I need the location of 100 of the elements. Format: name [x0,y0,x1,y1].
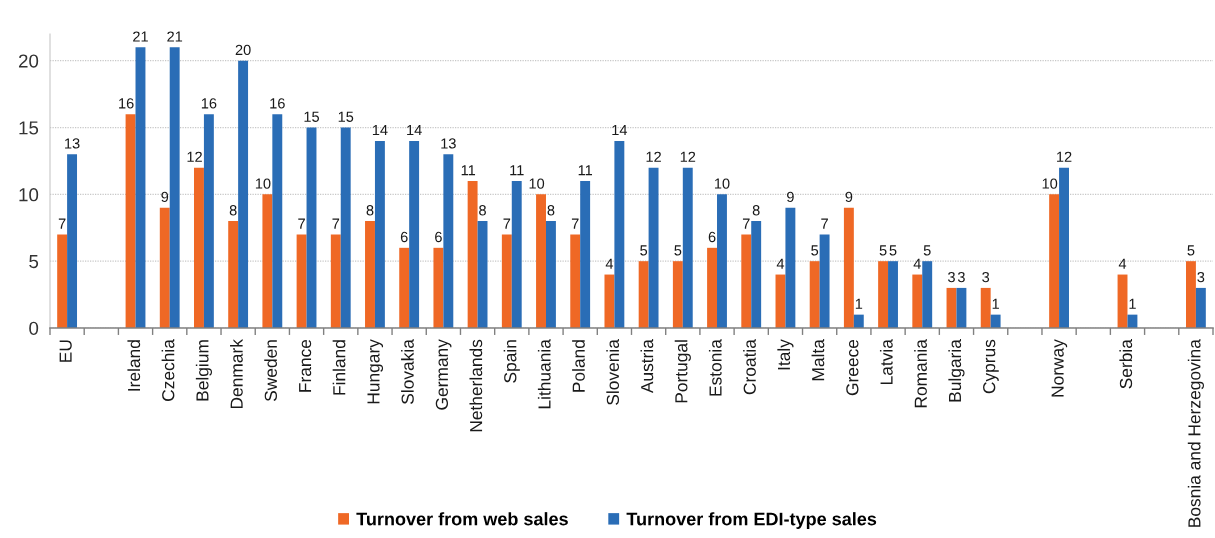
bar [682,167,693,328]
bar [751,221,762,328]
data-label: 12 [680,151,696,162]
y-tick-label: 15 [19,121,39,135]
bar [922,261,933,328]
bar [409,140,420,328]
bar [648,167,659,328]
x-tick-label: Serbia [1119,339,1133,389]
x-tick-label: Norway [1051,339,1068,397]
data-label: 8 [547,205,555,216]
bar [1059,167,1069,328]
bar [707,247,718,328]
bar [956,287,967,328]
bar [443,154,454,328]
x-tick-label: Hungary [367,339,384,404]
data-label: 5 [674,245,682,256]
bar [1195,287,1206,328]
data-label: 14 [407,125,422,136]
legend-label: Turnover from web sales [356,512,568,526]
bar [638,261,649,328]
bar [228,221,239,328]
data-label: 10 [529,178,545,189]
data-label: 7 [332,218,340,229]
data-label: 5 [889,245,897,256]
data-label: 1 [855,298,863,309]
x-tick-label: Germany [435,339,452,410]
data-label: 8 [229,205,237,216]
data-label: 5 [640,245,648,256]
data-label: 7 [298,218,305,229]
data-label: 9 [845,191,853,203]
x-tick-label: Italy [777,339,794,370]
data-label: 1 [1129,298,1136,309]
x-tick-label: Finland [332,340,346,395]
data-label: 4 [913,258,921,269]
bar [1127,314,1138,328]
data-label: 1 [992,298,999,309]
legend-label: Turnover from EDI-type sales [626,512,877,529]
bar [467,181,478,328]
bar [374,140,385,328]
data-label: 5 [879,245,887,256]
bar [853,314,864,328]
bar [843,207,854,328]
x-tick-label: Denmark [230,339,243,409]
bar [57,234,68,328]
data-label: 12 [1057,151,1072,162]
data-label: 7 [742,218,750,229]
bar [194,167,204,328]
data-label: 5 [811,245,819,256]
data-label: 15 [338,111,354,122]
bar [570,234,581,328]
x-tick-label: Croatia [743,339,756,395]
bar [159,207,170,328]
data-label: 16 [119,98,134,109]
x-tick-label: Slovenia [606,339,620,405]
bar [67,154,78,328]
data-label: 7 [821,218,828,229]
bar [238,60,249,328]
data-label: 4 [605,258,614,269]
x-tick-label: France [299,339,312,392]
data-label: 13 [65,138,80,149]
data-label: 16 [201,98,217,109]
x-tick-label: Slovakia [401,339,414,404]
data-label: 12 [646,151,661,162]
x-tick-label: Ireland [127,340,141,391]
data-label: 6 [435,231,442,243]
data-label: 5 [1187,245,1195,256]
bar [306,127,317,328]
data-label: 9 [787,191,794,203]
data-label: 10 [714,178,730,189]
bar [203,114,214,328]
x-tick-label: Austria [640,339,654,394]
bar [809,261,820,328]
bar [741,234,752,328]
data-label: 3 [948,271,955,283]
bar [819,234,830,328]
x-tick-label: Malta [811,339,825,381]
bar [785,207,796,328]
data-label: 11 [578,165,593,176]
bar [433,247,444,328]
data-label: 14 [612,125,628,136]
bar [272,114,283,328]
x-tick-label: Cyprus [983,339,999,394]
bar [888,261,898,328]
data-label: 4 [776,258,785,269]
bar [330,234,341,328]
x-tick-label: Poland [572,340,585,392]
bar [262,194,273,328]
x-tick-label: Bosnia and Herzegovina [1187,339,1204,527]
data-label: 6 [708,231,716,243]
data-label: 5 [923,245,931,256]
data-label: 9 [161,191,169,203]
bar [545,221,556,328]
x-tick-label: Sweden [264,340,277,402]
x-tick-label: Lithuania [537,339,551,409]
data-label: 8 [479,205,486,216]
data-label: 14 [372,125,388,136]
data-label: 10 [255,178,271,189]
data-label: 8 [752,205,760,216]
bar [990,314,1001,328]
x-tick-label: Czechia [161,339,175,401]
